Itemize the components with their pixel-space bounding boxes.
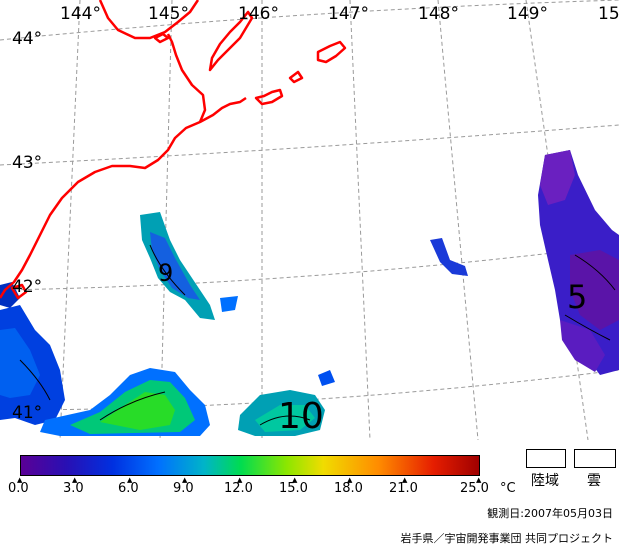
observation-date: 観測日:2007年05月03日 [487,507,613,520]
cloud-legend-swatch [574,449,616,468]
colorbar-tick-mark: ▲ [182,476,188,484]
colorbar-tick-mark: ▲ [237,476,243,484]
colorbar-tick-mark: ▲ [127,476,133,484]
colorbar-unit: °C [500,481,516,496]
colorbar-tick-mark: ▲ [402,476,408,484]
longitude-labels: 144° 145° 146° 147° 148° 149° 15 [60,4,619,24]
colorbar-tick-label: 15.0 [279,481,308,496]
longitude-label: 15 [598,4,619,24]
contour-lines [19,244,616,426]
project-credit: 岩手県／宇宙開発事業団 共同プロジェクト [400,532,614,545]
contour-label: 9 [158,259,173,287]
longitude-label: 146° [238,4,279,24]
colorbar-tick-label: 21.0 [389,481,418,496]
land-legend-label: 陸域 [531,473,559,489]
colorbar-tick-label: 6.0 [118,481,139,496]
colorbar-tick-label: 0.0 [8,481,29,496]
sst-patches [0,150,619,436]
longitude-label: 145° [148,4,189,24]
land-legend-swatch [526,449,566,468]
contour-label: 5 [567,278,587,316]
coastline [0,0,347,300]
longitude-label: 148° [418,4,459,24]
latitude-label: 41° [12,403,42,423]
latitude-label: 43° [12,153,42,173]
colorbar-tick-mark: ▲ [72,476,78,484]
graticule [0,0,619,440]
colorbar [20,455,480,476]
longitude-label: 144° [60,4,101,24]
colorbar-tick-mark: ▲ [476,476,482,484]
colorbar-tick-label: 3.0 [63,481,84,496]
contour-label: 10 [278,396,324,437]
latitude-label: 42° [12,277,42,297]
colorbar-tick-mark: ▲ [292,476,298,484]
colorbar-tick-label: 12.0 [224,481,253,496]
longitude-label: 149° [507,4,548,24]
colorbar-tick-label: 25.0 [460,481,489,496]
latitude-labels: 44° 43° 42° 41° [12,29,42,423]
colorbar-tick-label: 9.0 [173,481,194,496]
longitude-label: 147° [328,4,369,24]
latitude-label: 44° [12,29,42,49]
cloud-legend-label: 雲 [587,473,601,489]
colorbar-tick-mark: ▲ [17,476,23,484]
colorbar-tick-label: 18.0 [334,481,363,496]
colorbar-tick-mark: ▲ [347,476,353,484]
contour-value-labels: 9 5 10 [158,259,587,437]
sea-surface-temperature-map: 144° 145° 146° 147° 148° 149° 15 44° 43°… [0,0,619,440]
